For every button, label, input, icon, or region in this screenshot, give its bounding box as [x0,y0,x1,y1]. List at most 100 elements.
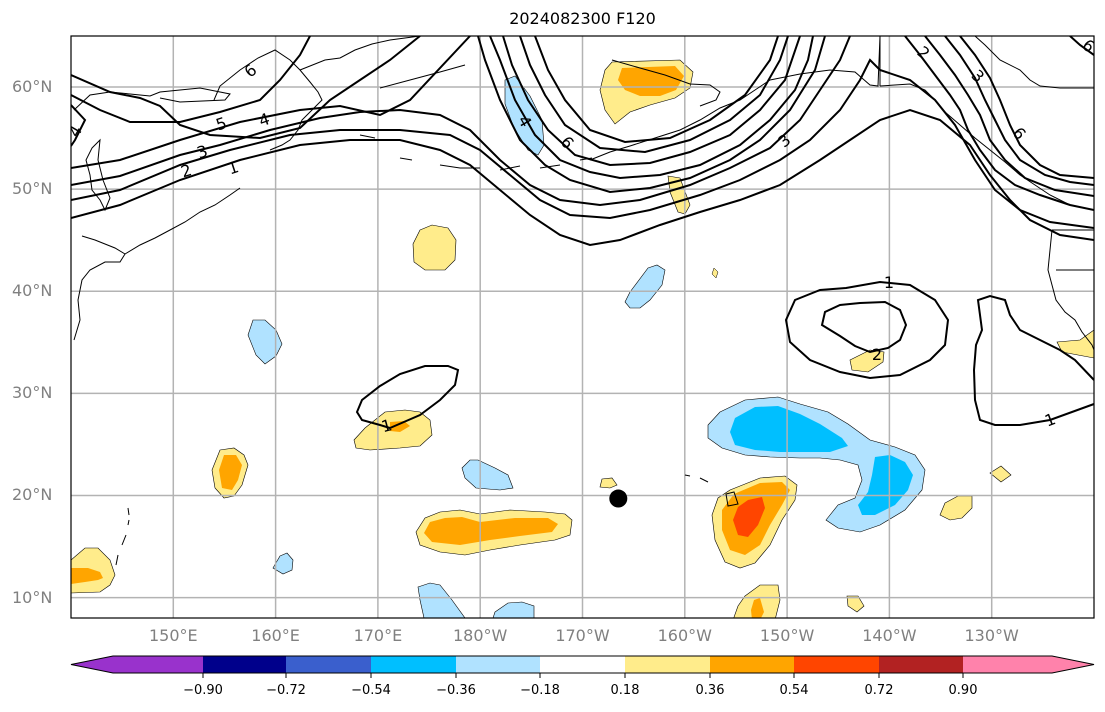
contour-label: 1 [884,273,894,292]
positive-anomaly-region [846,595,865,613]
colorbar-tick-label: −0.54 [351,683,391,698]
coastline-alaska-west [611,59,721,107]
coastline-kurils [124,187,241,255]
colorbar-extend-max [1052,656,1094,673]
colorbar-tick-label: 0.72 [864,683,894,698]
moderate-negative-anomaly-region [858,455,913,515]
colorbar-segment [456,656,540,673]
storm-position-marker [609,489,628,508]
contour-line [820,300,908,354]
contour-line [534,36,779,144]
latitude-label: 10°N [12,587,53,607]
colorbar-tick-label: 0.36 [695,683,725,698]
latitude-label: 20°N [12,485,53,505]
positive-anomaly-region [849,349,885,373]
colorbar-tick-label: −0.18 [520,683,560,698]
positive-anomaly-region [989,465,1012,483]
contour-lines [71,36,1094,430]
negative-anomaly-region [624,264,666,309]
contour-line [519,36,789,154]
colorbar-segment [540,656,625,673]
coastline-hawaii [684,474,739,507]
moderate-negative-anomaly-region [730,406,848,452]
longitude-label: 180°W [453,626,508,645]
latitude-label: 40°N [12,281,53,301]
contour-line [71,108,1094,247]
contour-line [924,36,1094,197]
longitude-label: 150°E [148,626,198,645]
colorbar-tick-label: 0.90 [948,683,978,698]
contour-line [972,294,1094,426]
colorbar-segment [203,656,286,673]
strong-positive-anomaly-region [618,66,684,96]
gridlines [71,36,1094,618]
colorbar-segment [113,656,203,673]
coastline-alaska-panhandle [879,83,1094,211]
contour-line [477,36,826,194]
contour-line [1069,36,1094,56]
contour-line [71,58,1094,229]
contour-line [71,36,421,140]
colorbar-tick-label: 0.18 [610,683,640,698]
coastline-kamchatka [73,87,231,111]
strong-positive-anomaly-region [219,455,242,490]
colorbar-segment [963,656,1052,673]
strong-positive-anomaly-region [71,568,103,584]
strong-positive-anomaly-region [390,421,410,432]
coastline-bc-canada [974,36,1094,89]
colorbar-outline [70,655,1095,674]
contour-line [355,365,460,430]
contour-line [944,36,1094,186]
colorbar-extend-min [71,656,113,673]
latitude-label: 50°N [12,179,53,199]
colorbar-tick-label: −0.72 [266,683,306,698]
positive-anomaly-region [412,224,457,271]
contour-line [71,104,87,147]
colorbar-tick-label: −0.36 [436,683,476,698]
longitude-label: 130°W [964,626,1019,645]
contour-line [959,36,1094,179]
border-us-canada [1052,229,1094,271]
strong-positive-anomaly-region [751,598,764,618]
negative-anomaly-region [272,552,294,575]
latitude-label: 30°N [12,383,53,403]
positive-anomaly-region [599,477,618,489]
strong-positive-anomaly-region [424,517,558,545]
longitude-label: 160°W [657,626,712,645]
longitude-label: 170°W [555,626,610,645]
longitude-label: 160°E [251,626,300,645]
colorbar-segment [794,656,879,673]
positive-anomaly-region [711,267,719,279]
negative-anomaly-region [461,459,514,491]
contour-line [489,36,814,180]
contour-line [71,36,311,123]
negative-anomaly-region [417,582,466,618]
shading-layer [71,59,1094,618]
contour-label: 2 [872,345,882,364]
longitude-label: 170°E [353,626,403,645]
colorbar-tick-label: −0.90 [183,683,223,698]
latitude-label: 60°N [12,77,53,97]
coastline-japan [73,235,126,341]
colorbar-segment [625,656,710,673]
contour-label: 1 [379,415,394,436]
colorbar-segment [879,656,963,673]
colorbar-segment [286,656,371,673]
contour-line [904,36,1094,211]
contour-line [71,36,471,169]
negative-anomaly-region [492,601,535,618]
map-title: 2024082300 F120 [509,9,656,28]
very-strong-positive-anomaly-region [733,497,765,537]
map-frame [70,35,1095,619]
coastline-siberia [299,36,466,89]
longitude-label: 150°W [759,626,815,645]
coastline-us-west [1047,229,1094,351]
colorbar-segment [371,656,456,673]
colorbar-tick-label: 0.54 [779,683,809,698]
longitude-label: 140°W [862,626,917,645]
coastline-marianas [115,507,130,566]
colorbar [70,655,1095,678]
colorbar-segment [710,656,794,673]
contour-line [502,36,801,167]
